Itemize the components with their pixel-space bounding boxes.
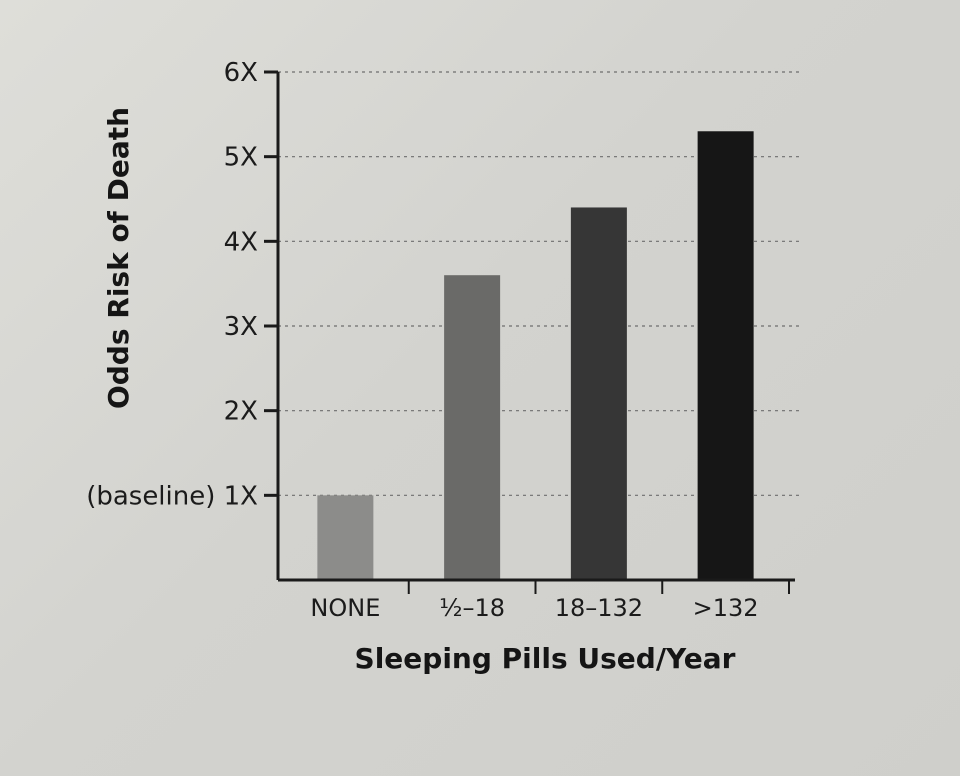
x-axis-title: Sleeping Pills Used/Year [355,642,736,675]
bar [444,275,501,580]
y-tick-label: 2X [224,397,258,427]
y-tick-label: (baseline) 1X [86,481,258,511]
bars [317,131,754,580]
y-tick-label: 6X [224,58,258,88]
bar [317,495,374,580]
y-tick-label: 5X [224,143,258,173]
bar [570,207,627,580]
x-tick-label: NONE [310,594,380,622]
x-ticks: NONE ½–18 18–132 >132 [310,580,790,622]
y-tick-label: 4X [224,227,258,257]
y-axis-title: Odds Risk of Death [102,107,135,409]
x-tick-label: >132 [693,594,759,622]
y-tick-label: 3X [224,312,258,342]
y-ticks: (baseline) 1X 2X 3X 4X 5X 6X [86,58,278,511]
x-tick-label: ½–18 [439,594,505,622]
x-tick-label: 18–132 [555,594,643,622]
bar [697,131,754,580]
